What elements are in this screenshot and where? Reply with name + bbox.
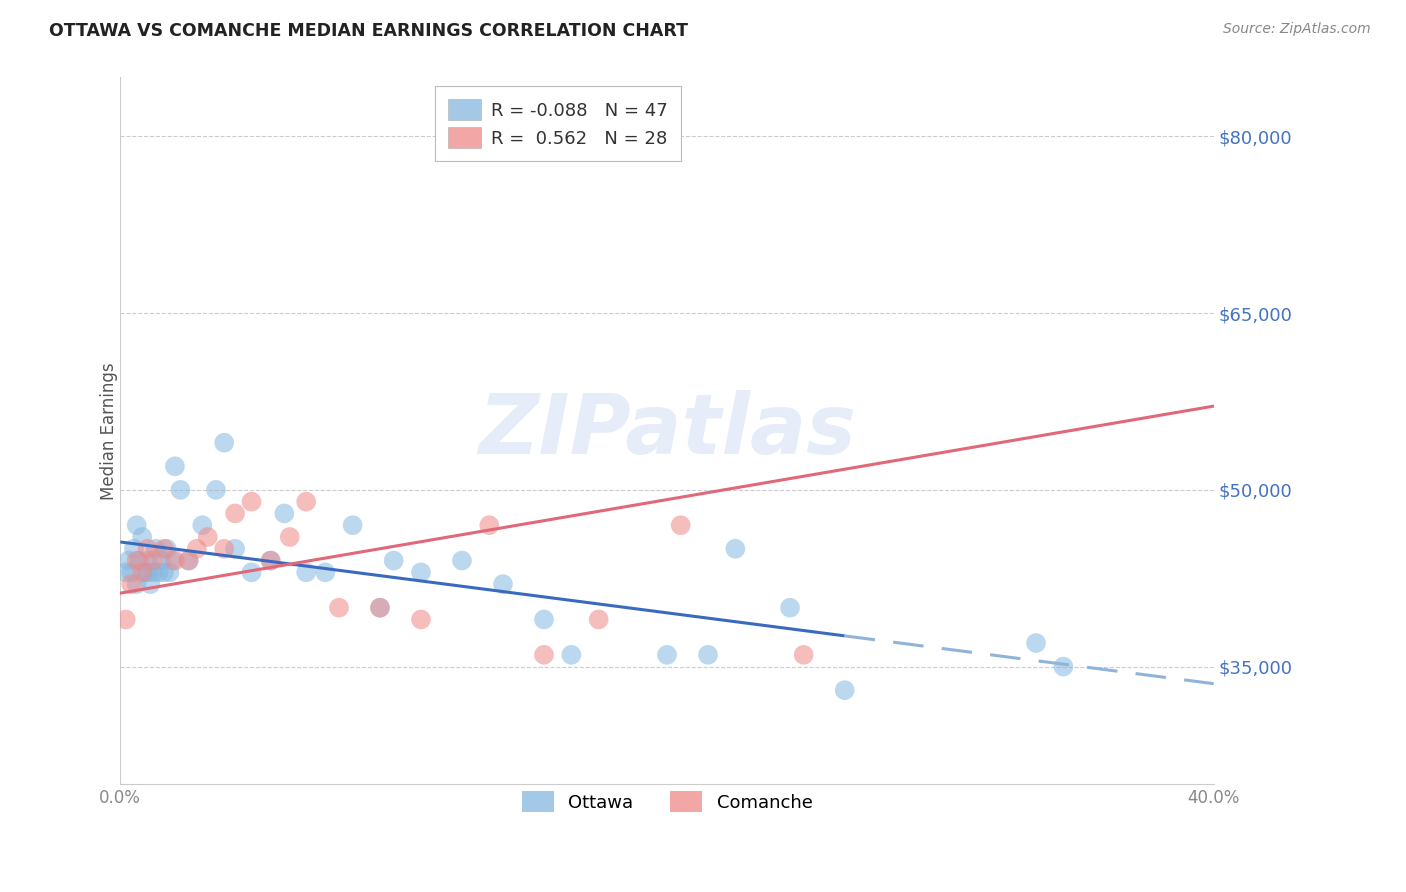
Point	[224, 507, 246, 521]
Point	[145, 541, 167, 556]
Point	[212, 541, 235, 556]
Point	[197, 530, 219, 544]
Y-axis label: Median Earnings: Median Earnings	[100, 362, 118, 500]
Point	[162, 553, 184, 567]
Point	[342, 518, 364, 533]
Point	[259, 553, 281, 567]
Point	[259, 553, 281, 567]
Point	[328, 600, 350, 615]
Point	[588, 612, 610, 626]
Point	[533, 612, 555, 626]
Point	[224, 541, 246, 556]
Point	[1025, 636, 1047, 650]
Point	[134, 566, 156, 580]
Text: ZIPatlas: ZIPatlas	[478, 391, 856, 472]
Point	[122, 541, 145, 556]
Point	[533, 648, 555, 662]
Point	[834, 683, 856, 698]
Point	[142, 566, 165, 580]
Point	[120, 577, 142, 591]
Point	[136, 566, 159, 580]
Point	[655, 648, 678, 662]
Point	[368, 600, 391, 615]
Point	[136, 541, 159, 556]
Point	[205, 483, 228, 497]
Point	[697, 648, 720, 662]
Point	[295, 494, 318, 508]
Point	[153, 541, 176, 556]
Point	[177, 553, 200, 567]
Point	[139, 577, 162, 591]
Point	[148, 566, 170, 580]
Point	[1052, 659, 1074, 673]
Point	[409, 612, 432, 626]
Point	[114, 566, 136, 580]
Point	[186, 541, 208, 556]
Point	[177, 553, 200, 567]
Point	[159, 566, 181, 580]
Point	[156, 541, 179, 556]
Point	[128, 553, 150, 567]
Text: OTTAWA VS COMANCHE MEDIAN EARNINGS CORRELATION CHART: OTTAWA VS COMANCHE MEDIAN EARNINGS CORRE…	[49, 22, 688, 40]
Point	[117, 553, 139, 567]
Point	[125, 577, 148, 591]
Point	[150, 553, 173, 567]
Point	[191, 518, 214, 533]
Point	[125, 518, 148, 533]
Point	[120, 566, 142, 580]
Point	[163, 553, 186, 567]
Point	[240, 494, 263, 508]
Point	[125, 553, 148, 567]
Point	[560, 648, 582, 662]
Point	[779, 600, 801, 615]
Point	[492, 577, 515, 591]
Point	[114, 612, 136, 626]
Point	[212, 435, 235, 450]
Point	[409, 566, 432, 580]
Point	[278, 530, 301, 544]
Point	[169, 483, 191, 497]
Point	[273, 507, 295, 521]
Point	[163, 459, 186, 474]
Point	[368, 600, 391, 615]
Point	[314, 566, 336, 580]
Point	[142, 553, 165, 567]
Point	[478, 518, 501, 533]
Point	[724, 541, 747, 556]
Point	[793, 648, 815, 662]
Text: Source: ZipAtlas.com: Source: ZipAtlas.com	[1223, 22, 1371, 37]
Point	[669, 518, 692, 533]
Point	[382, 553, 405, 567]
Point	[131, 566, 153, 580]
Point	[295, 566, 318, 580]
Point	[131, 530, 153, 544]
Legend: Ottawa, Comanche: Ottawa, Comanche	[509, 779, 825, 825]
Point	[451, 553, 474, 567]
Point	[240, 566, 263, 580]
Point	[153, 566, 176, 580]
Point	[136, 553, 159, 567]
